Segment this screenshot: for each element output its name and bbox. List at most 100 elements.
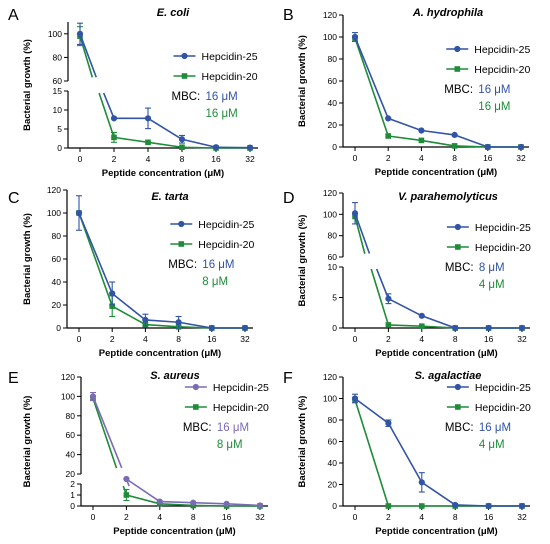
y-tick-label: 2 [70,479,75,489]
data-point [385,115,392,122]
data-point [351,33,359,41]
panel-letter: A [8,7,19,24]
x-tick-label: 2 [386,334,391,344]
y-tick-label: 40 [328,458,338,468]
x-tick-label: 4 [419,334,424,344]
data-point [385,503,392,509]
x-tick-label: 0 [353,153,358,163]
series-line-segment [354,216,366,254]
series-line-segment [78,212,113,294]
x-tick-label: 2 [112,154,117,164]
y-tick-label: 10 [53,105,63,115]
legend-label: Hepcidin-20 [474,64,530,76]
y-axis-label: Bacterial growth (%) [297,215,308,307]
x-tick-label: 4 [419,153,424,163]
data-point [351,395,359,402]
mbc-annotation: MBC: 8 μM 4 μM [445,262,505,291]
mbc-label: MBC: [183,422,212,434]
mbc-value-hepcidin-20: 16 μM [206,108,238,120]
legend-label: Hepcidin-25 [474,44,530,56]
x-tick-label: 16 [484,334,494,344]
series-line-segment [181,146,217,149]
series-line-segment [193,501,227,505]
series-line-segment [387,422,423,483]
data-point [241,324,249,332]
y-tick-label: 80 [53,52,63,62]
series-line-segment [145,323,179,328]
x-tick-label: 8 [453,334,458,344]
series-hepcidin-25 [76,22,254,151]
panel-title: V. parahemolyticus [398,191,498,203]
data-point [385,322,392,328]
panel-title: S. agalactiae [415,370,482,382]
y-tick-label: 80 [328,54,338,64]
legend-marker [455,244,461,250]
data-point [223,500,230,507]
x-tick-label: 8 [453,512,458,522]
series-hepcidin-25 [351,32,525,151]
x-tick-label: 4 [146,154,151,164]
series-line-segment [79,35,94,78]
data-point [190,499,197,506]
y-tick-label: 20 [66,469,76,479]
series-line-segment [181,138,217,149]
y-tick-label: 0 [332,142,337,152]
x-tick-label: 32 [240,334,250,344]
series-line-segment [454,145,488,148]
data-point [212,144,220,151]
legend-label: Hepcidin-25 [475,222,531,234]
y-tick-label: 40 [66,450,76,460]
series-line-segment [126,494,161,505]
mbc-label: MBC: [168,259,197,271]
y-tick-label: 80 [328,231,338,241]
x-axis-label: Peptide concentration (μM) [99,348,221,359]
series-hepcidin-25 [351,393,526,510]
x-axis-label: Peptide concentration (μM) [375,526,497,537]
series-line-segment [354,397,389,424]
x-tick-label: 16 [207,334,217,344]
legend-label: Hepcidin-20 [475,242,531,254]
y-tick-label: 40 [52,277,62,287]
legend-marker [454,45,461,53]
panel-title: E. tarta [151,191,188,203]
x-tick-label: 2 [386,512,391,522]
data-point [175,319,182,326]
y-axis-label: Bacterial growth (%) [297,396,308,488]
data-point [156,498,163,505]
legend-marker [178,241,185,247]
x-tick-label: 16 [211,154,221,164]
y-tick-label: 120 [323,10,337,20]
data-point [178,136,186,143]
series-hepcidin-25 [75,195,249,332]
data-point [418,137,425,144]
mbc-annotation: MBC: 16 μM 16 μM [444,84,510,113]
series-hepcidin-20 [77,26,253,151]
x-tick-label: 0 [353,334,358,344]
y-tick-label: 60 [52,254,62,264]
series-line-segment [98,92,115,138]
y-tick-label: 0 [70,501,75,511]
legend-label: Hepcidin-25 [213,382,269,394]
y-tick-label: 80 [328,415,338,425]
data-point [109,303,115,309]
data-point [385,295,392,302]
x-tick-label: 8 [176,334,181,344]
legend-marker [192,383,199,391]
chart-panel-f: F S. agalactiae 0 20 40 60 80 100 120 0 2 4 8 16 32 Pep… [283,370,531,537]
mbc-value-hepcidin-20: 8 μM [202,276,228,288]
legend-marker [193,404,199,410]
y-tick-label: 40 [328,98,338,108]
data-point [517,143,525,151]
x-tick-label: 0 [77,334,82,344]
data-point [109,290,116,297]
series-line-segment [387,117,422,132]
x-tick-label: 0 [91,512,96,522]
data-point [485,502,492,510]
y-tick-label: 80 [52,231,62,241]
y-tick-label: 60 [328,76,338,86]
series-line-segment [421,315,456,329]
legend-label: Hepcidin-25 [475,382,531,394]
